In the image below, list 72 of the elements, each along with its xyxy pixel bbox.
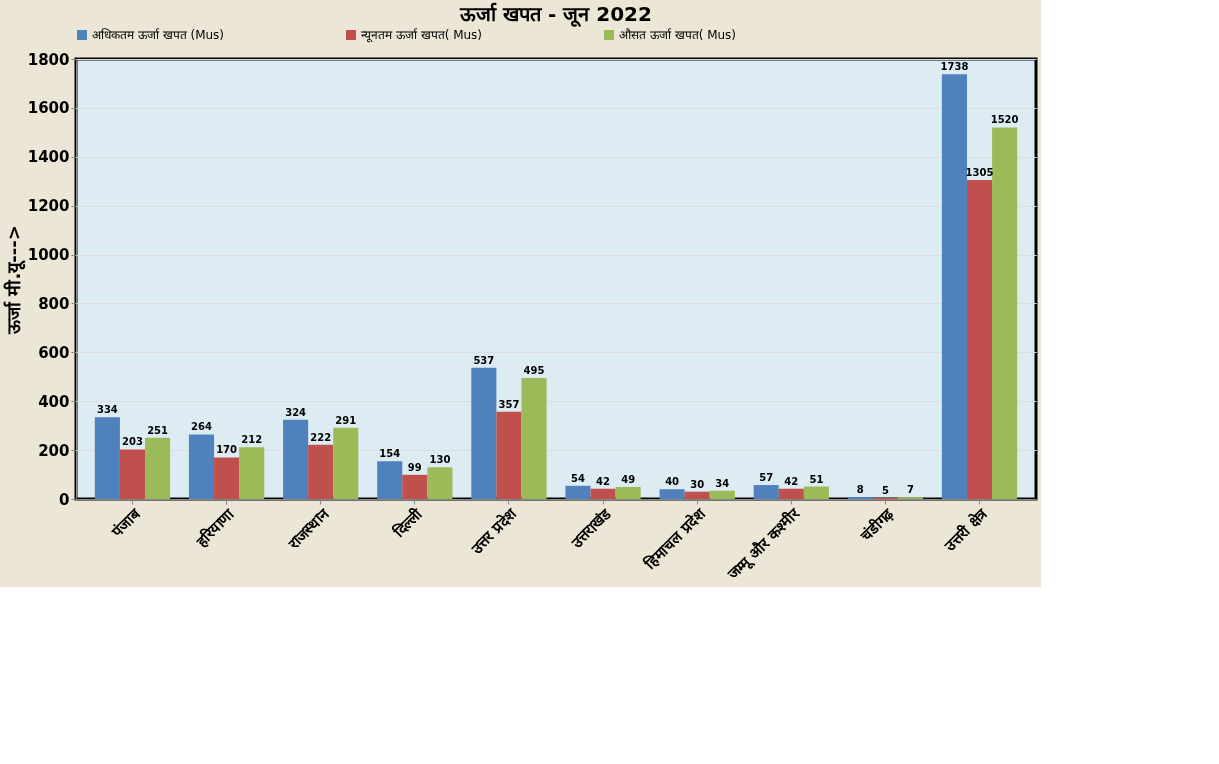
bar — [496, 411, 522, 499]
data-label: 7 — [907, 484, 915, 496]
bar — [966, 180, 993, 499]
legend-label: न्यूनतम ऊर्जा खपत( Mus) — [361, 28, 483, 43]
bar — [188, 434, 215, 499]
data-label: 212 — [241, 434, 263, 446]
data-label: 54 — [571, 472, 585, 484]
bar — [803, 486, 829, 499]
data-label: 222 — [310, 431, 332, 443]
bar — [659, 489, 685, 499]
data-label: 357 — [498, 398, 520, 410]
bar — [119, 449, 146, 499]
bar — [521, 378, 547, 499]
data-label: 495 — [523, 365, 545, 376]
data-label: 40 — [665, 476, 680, 488]
data-label: 42 — [596, 475, 611, 487]
bar — [590, 488, 616, 499]
bar — [94, 417, 120, 499]
bar — [283, 419, 309, 499]
chart-title: ऊर्जा खपत - जून 2022 — [459, 2, 652, 27]
bar — [471, 367, 497, 499]
bar — [565, 485, 591, 499]
data-label: 34 — [715, 477, 730, 489]
data-label: 1520 — [990, 114, 1019, 126]
y-tick-label: 600 — [38, 343, 70, 362]
data-label: 57 — [759, 472, 774, 484]
legend-label: औसत ऊर्जा खपत( Mus) — [619, 28, 737, 42]
bar — [308, 444, 334, 499]
data-label: 251 — [147, 424, 169, 436]
y-tick-label: 1400 — [27, 148, 70, 167]
bar — [377, 461, 403, 499]
x-tick-label: उत्तरी क्षेत्र — [940, 504, 992, 556]
data-label: 8 — [856, 484, 864, 496]
data-label: 99 — [407, 461, 422, 473]
y-tick-label: 1800 — [27, 50, 70, 69]
data-label: 154 — [379, 448, 401, 460]
data-label: 1738 — [940, 61, 969, 73]
bar — [402, 474, 428, 499]
data-label: 324 — [285, 406, 307, 418]
data-label: 49 — [621, 474, 636, 486]
data-label: 203 — [122, 436, 143, 448]
y-tick-label: 800 — [38, 294, 70, 313]
data-label: 334 — [96, 404, 118, 416]
bar — [239, 447, 265, 499]
y-tick-label: 0 — [59, 490, 70, 509]
bar — [145, 437, 171, 499]
bar — [941, 74, 967, 499]
bar — [214, 457, 240, 499]
data-label: 537 — [473, 354, 495, 366]
bar — [753, 485, 779, 499]
bar — [992, 127, 1018, 499]
bar — [778, 488, 804, 499]
data-label: 42 — [784, 475, 799, 487]
y-tick-label: 1000 — [27, 246, 70, 265]
legend-label: अधिकतम ऊर्जा खपत (Mus) — [92, 28, 225, 42]
data-label: 264 — [191, 421, 212, 433]
bar — [684, 491, 710, 499]
bar — [333, 427, 359, 499]
data-label: 5 — [881, 484, 889, 496]
data-label: 170 — [216, 444, 238, 456]
y-axis-title: ऊर्जा मी.यू---> — [2, 225, 26, 335]
bar — [709, 490, 735, 499]
data-label: 51 — [809, 473, 824, 485]
data-label: 30 — [690, 478, 705, 490]
bar — [615, 487, 641, 499]
bar — [427, 467, 453, 499]
y-tick-label: 400 — [38, 392, 70, 411]
data-label: 291 — [335, 414, 357, 426]
data-label: 130 — [429, 454, 451, 466]
y-tick-label: 200 — [38, 441, 70, 460]
y-tick-label: 1200 — [27, 197, 70, 216]
y-tick-label: 1600 — [27, 99, 70, 118]
